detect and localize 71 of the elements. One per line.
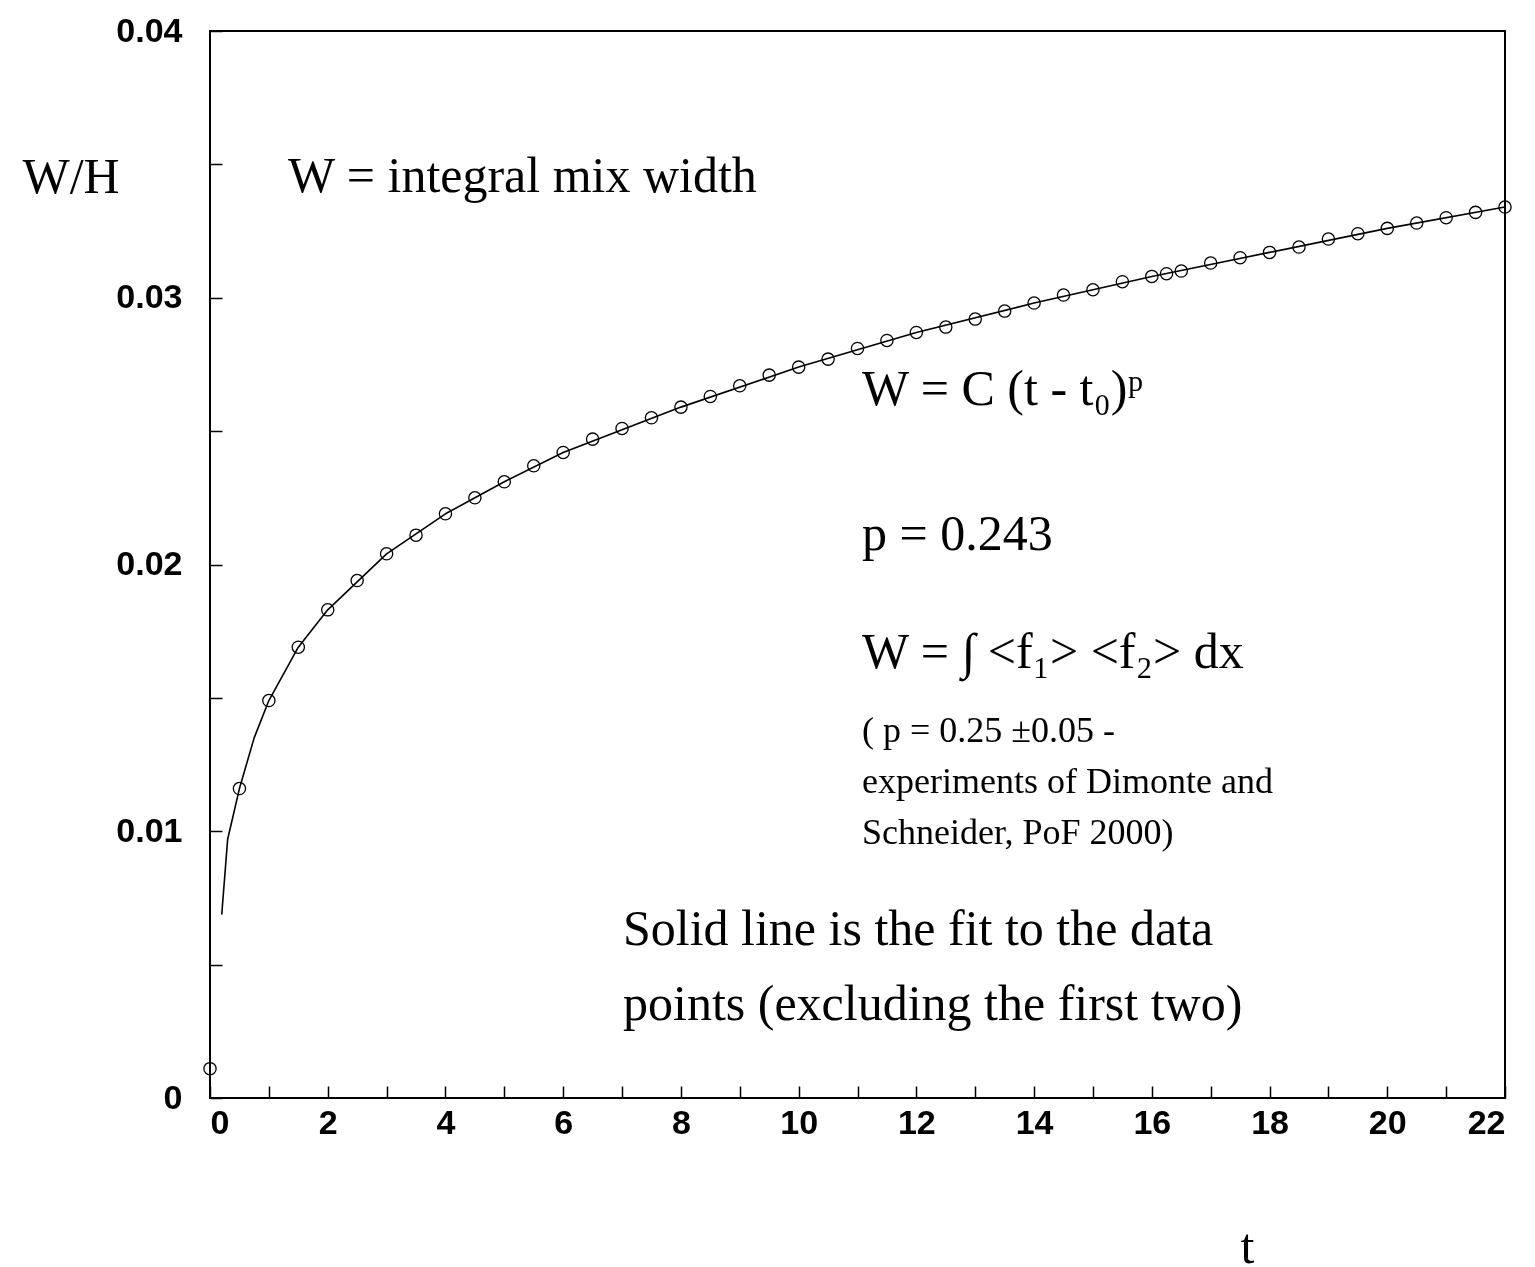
x-tick-label: 18 [1251, 1102, 1289, 1141]
point [497, 475, 512, 489]
point [585, 432, 600, 446]
annotation: W = integral mix width [288, 147, 757, 203]
point [1262, 245, 1277, 260]
point [1439, 210, 1453, 225]
point [791, 360, 806, 374]
point [232, 781, 247, 796]
point [850, 341, 865, 356]
x-tick-label: 14 [1015, 1102, 1054, 1141]
x-tick-label: 2 [318, 1102, 338, 1141]
point [703, 389, 718, 404]
x-tick-label: 6 [554, 1102, 574, 1141]
point [939, 320, 953, 334]
point [409, 528, 423, 542]
x-axis-title: t [1240, 1217, 1255, 1267]
point [1174, 264, 1189, 278]
y-tick-label: 0.04 [116, 10, 183, 49]
annotation: W = ∫ <f₁> <f₂> dx [862, 623, 1244, 682]
annotation: W = C (t - t₀)ᵖ [862, 360, 1144, 416]
annotation: p = 0.243 [862, 505, 1053, 561]
point [320, 603, 335, 617]
point [1468, 205, 1483, 220]
x-tick-label: 4 [436, 1102, 456, 1141]
y-axis-title: W/H [22, 147, 120, 204]
point [350, 573, 364, 588]
point [468, 491, 482, 505]
x-tick-label: 12 [897, 1102, 936, 1141]
point [1145, 269, 1159, 284]
point [1233, 250, 1247, 265]
point [762, 368, 776, 382]
point [733, 379, 747, 393]
point [526, 459, 541, 473]
point [909, 325, 924, 340]
point [821, 352, 835, 366]
point [1351, 226, 1365, 241]
point [438, 507, 453, 521]
x-tick-label: 20 [1368, 1102, 1407, 1141]
point [556, 445, 570, 460]
x-tick-label: 10 [780, 1102, 819, 1141]
point [1380, 221, 1395, 236]
point [997, 304, 1012, 318]
point [1321, 232, 1336, 246]
y-tick-label: 0 [163, 1077, 183, 1116]
annotation: Solid line is the fit to the data points (excluding the first two) [623, 900, 1243, 1031]
x-tick-label: 0 [210, 1102, 230, 1141]
point [1159, 266, 1174, 281]
annotation: ( p = 0.25 ±0.05 - experiments of Dimonte and Schneider, PoF 2000) [862, 710, 1273, 852]
point [1027, 296, 1041, 310]
x-tick-label: 8 [671, 1102, 691, 1141]
point [291, 640, 306, 654]
point [674, 400, 688, 414]
y-tick-label: 0.03 [116, 277, 183, 316]
x-tick-label: 22 [1467, 1102, 1506, 1141]
point [379, 547, 394, 561]
y-tick-label: 0.02 [116, 544, 183, 582]
point [615, 421, 629, 436]
point [1203, 256, 1218, 270]
y-tick-label: 0.01 [116, 810, 183, 849]
point [203, 1061, 217, 1076]
point [1056, 288, 1071, 302]
point [644, 411, 659, 425]
point [1086, 282, 1100, 297]
point [968, 312, 982, 326]
point [1292, 240, 1306, 254]
point [1498, 200, 1512, 214]
x-tick-label: 16 [1133, 1102, 1172, 1141]
point [1409, 216, 1424, 230]
point [262, 693, 276, 708]
point [880, 333, 894, 348]
point [1115, 274, 1130, 289]
